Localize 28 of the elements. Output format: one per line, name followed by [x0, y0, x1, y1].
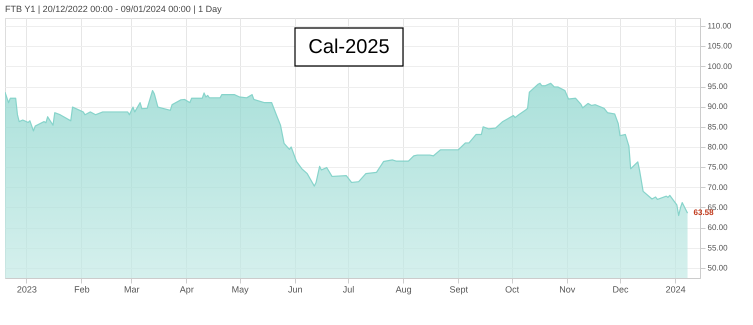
annotation: 63.58	[694, 208, 714, 218]
x-tick-label: Feb	[74, 284, 90, 294]
chart-title: FTB Y1 | 20/12/2022 00:00 - 09/01/2024 00:00 | 1 Day	[5, 4, 222, 14]
annotation: Cal-2025	[308, 36, 390, 58]
x-tick-label: Sept	[450, 284, 469, 294]
y-tick-label: 110.00	[708, 22, 732, 31]
y-tick-label: 105.00	[708, 42, 733, 51]
x-tick-label: May	[232, 284, 250, 294]
x-tick-label: Dec	[612, 284, 630, 294]
x-tick-label: Jun	[288, 284, 302, 294]
y-tick-label: 60.00	[708, 223, 728, 232]
y-tick-label: 50.00	[708, 263, 728, 272]
x-tick-label: Oct	[505, 284, 520, 294]
x-tick-label: Apr	[180, 284, 194, 294]
x-tick-label: 2023	[16, 284, 37, 294]
y-tick-label: 80.00	[708, 142, 728, 152]
y-tick-label: 95.00	[708, 82, 728, 92]
x-tick-label: Mar	[124, 284, 140, 294]
y-tick-label: 90.00	[708, 102, 728, 112]
y-tick-label: 55.00	[708, 243, 728, 252]
y-tick-label: 75.00	[708, 162, 728, 172]
x-tick-label: Aug	[396, 284, 412, 294]
x-tick-label: 2024	[666, 284, 686, 294]
y-tick-label: 70.00	[708, 182, 728, 192]
x-tick-label: Nov	[559, 284, 576, 294]
y-tick-label: 100.00	[708, 62, 733, 71]
y-tick-label: 85.00	[708, 122, 728, 132]
x-tick-label: Jul	[342, 284, 354, 294]
